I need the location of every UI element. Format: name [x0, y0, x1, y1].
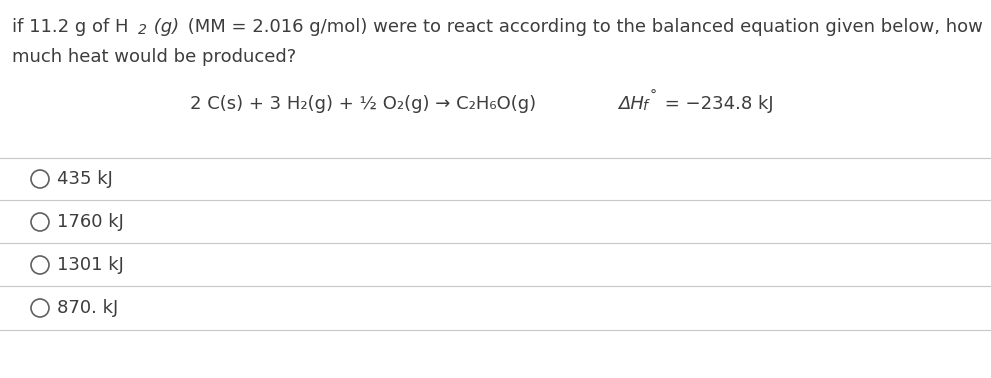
- Text: 870. kJ: 870. kJ: [57, 299, 118, 317]
- Text: f: f: [642, 99, 647, 113]
- Text: °: °: [650, 89, 657, 103]
- Text: 435 kJ: 435 kJ: [57, 170, 113, 188]
- Text: 1301 kJ: 1301 kJ: [57, 256, 124, 274]
- Text: ΔH: ΔH: [618, 95, 644, 113]
- Text: much heat would be produced?: much heat would be produced?: [12, 48, 296, 66]
- Text: = −234.8 kJ: = −234.8 kJ: [659, 95, 774, 113]
- Text: (g): (g): [148, 18, 179, 36]
- Text: (MM = 2.016 g/mol) were to react according to the balanced equation given below,: (MM = 2.016 g/mol) were to react accordi…: [182, 18, 983, 36]
- Text: 1760 kJ: 1760 kJ: [57, 213, 124, 231]
- Text: 2: 2: [138, 23, 147, 37]
- Text: 2 C(s) + 3 H₂(g) + ½ O₂(g) → C₂H₆O(g): 2 C(s) + 3 H₂(g) + ½ O₂(g) → C₂H₆O(g): [190, 95, 536, 113]
- Text: if 11.2 g of H: if 11.2 g of H: [12, 18, 129, 36]
